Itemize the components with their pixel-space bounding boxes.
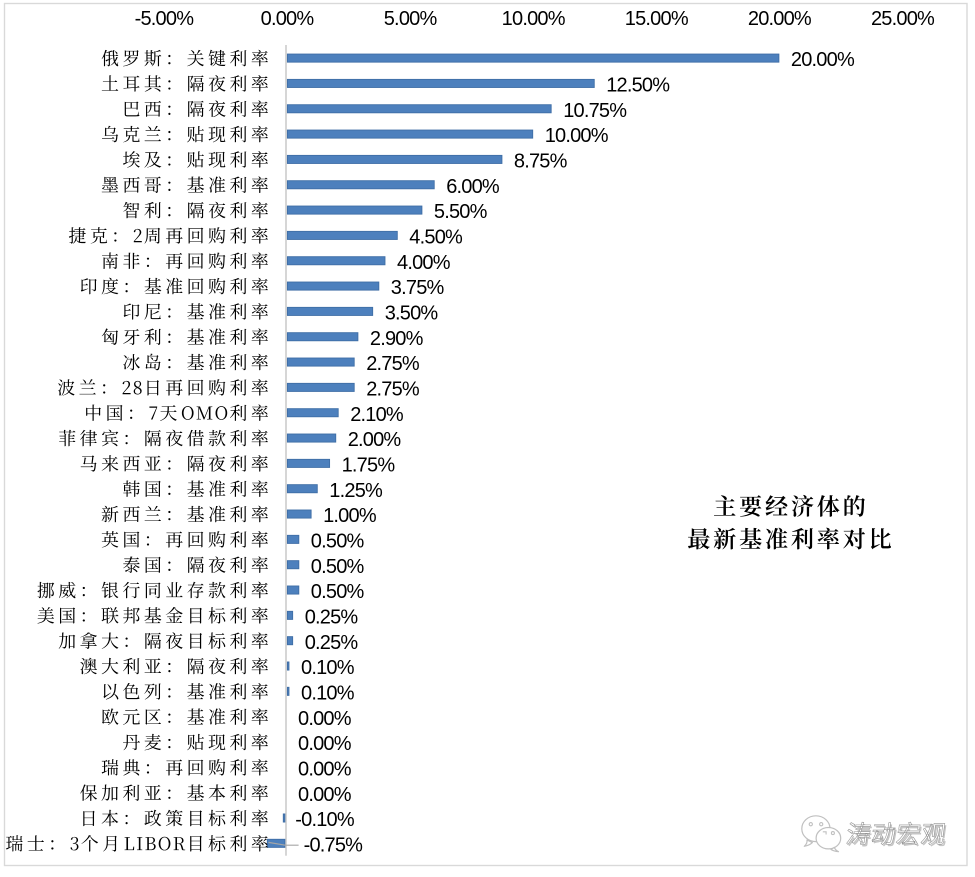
svg-text:20.00%: 20.00% bbox=[748, 8, 812, 30]
svg-text:1.25%: 1.25% bbox=[329, 480, 383, 502]
svg-text:4.00%: 4.00% bbox=[397, 252, 451, 274]
svg-text:5.50%: 5.50% bbox=[434, 201, 488, 223]
svg-text:0.10%: 0.10% bbox=[301, 683, 355, 705]
svg-text:10.00%: 10.00% bbox=[502, 8, 566, 30]
svg-text:0.00%: 0.00% bbox=[261, 8, 315, 30]
svg-text:2.75%: 2.75% bbox=[366, 379, 420, 401]
svg-text:0.50%: 0.50% bbox=[311, 581, 365, 603]
svg-text:0.10%: 0.10% bbox=[301, 657, 355, 679]
svg-text:2.90%: 2.90% bbox=[370, 328, 424, 350]
svg-text:2.10%: 2.10% bbox=[350, 404, 404, 426]
svg-text:12.50%: 12.50% bbox=[606, 75, 670, 97]
svg-text:0.00%: 0.00% bbox=[298, 758, 352, 780]
svg-text:-0.10%: -0.10% bbox=[295, 809, 355, 831]
svg-text:1.00%: 1.00% bbox=[323, 505, 377, 527]
svg-text:25.00%: 25.00% bbox=[871, 8, 935, 30]
svg-text:6.00%: 6.00% bbox=[446, 176, 500, 198]
svg-text:15.00%: 15.00% bbox=[625, 8, 689, 30]
svg-text:10.75%: 10.75% bbox=[563, 100, 627, 122]
svg-text:3.50%: 3.50% bbox=[385, 303, 439, 325]
svg-text:20.00%: 20.00% bbox=[791, 49, 855, 71]
svg-text:8.75%: 8.75% bbox=[514, 151, 568, 173]
svg-text:1.75%: 1.75% bbox=[342, 455, 396, 477]
svg-text:0.50%: 0.50% bbox=[311, 531, 365, 553]
svg-text:5.00%: 5.00% bbox=[384, 8, 438, 30]
svg-text:-5.00%: -5.00% bbox=[135, 8, 195, 30]
svg-text:10.00%: 10.00% bbox=[545, 125, 609, 147]
svg-text:2.00%: 2.00% bbox=[348, 429, 402, 451]
svg-text:0.00%: 0.00% bbox=[298, 733, 352, 755]
svg-text:3.75%: 3.75% bbox=[391, 277, 445, 299]
svg-text:-0.75%: -0.75% bbox=[304, 834, 364, 856]
svg-text:0.00%: 0.00% bbox=[298, 708, 352, 730]
svg-text:0.00%: 0.00% bbox=[298, 784, 352, 806]
svg-text:0.50%: 0.50% bbox=[311, 556, 365, 578]
svg-text:0.25%: 0.25% bbox=[305, 632, 359, 654]
svg-text:0.25%: 0.25% bbox=[305, 607, 359, 629]
svg-text:4.50%: 4.50% bbox=[409, 227, 463, 249]
svg-text:2.75%: 2.75% bbox=[366, 353, 420, 375]
